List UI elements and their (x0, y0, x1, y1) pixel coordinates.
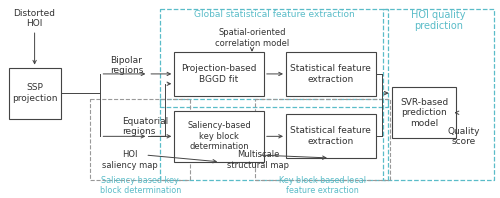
Bar (174, 111, 264, 162)
Bar (174, 52, 264, 96)
Bar (90, 99, 190, 180)
Text: HOI
saliency map: HOI saliency map (102, 150, 158, 170)
Text: Distorted
HOI: Distorted HOI (14, 9, 56, 28)
Bar (255, 99, 390, 180)
Text: Spatial-oriented
correlation model: Spatial-oriented correlation model (215, 28, 289, 48)
Bar (286, 52, 376, 96)
Bar (160, 99, 388, 180)
Bar (392, 87, 456, 138)
Bar (286, 114, 376, 158)
Text: SSP
projection: SSP projection (12, 83, 58, 103)
Text: Multiscale
structural map: Multiscale structural map (227, 150, 289, 170)
Text: Equatorial
regions: Equatorial regions (122, 117, 168, 136)
Text: Statistical feature
extraction: Statistical feature extraction (290, 64, 371, 84)
Bar (160, 9, 388, 107)
Text: Bipolar
regions: Bipolar regions (110, 56, 143, 75)
Text: Quality
score: Quality score (447, 127, 480, 146)
Text: Key block based local
feature extraction: Key block based local feature extraction (279, 176, 366, 195)
Text: Statistical feature
extraction: Statistical feature extraction (290, 126, 371, 146)
Text: HOI quality
prediction: HOI quality prediction (411, 10, 466, 31)
Text: Global statistical feature extraction: Global statistical feature extraction (194, 10, 354, 19)
Bar (8, 68, 60, 119)
Text: Saliency-based key
block determination: Saliency-based key block determination (100, 176, 181, 195)
Text: Saliency-based
key block
determination: Saliency-based key block determination (187, 121, 251, 151)
Text: SVR-based
prediction
model: SVR-based prediction model (400, 98, 448, 128)
Text: Projection-based
BGGD fit: Projection-based BGGD fit (182, 64, 257, 84)
Bar (382, 9, 494, 180)
